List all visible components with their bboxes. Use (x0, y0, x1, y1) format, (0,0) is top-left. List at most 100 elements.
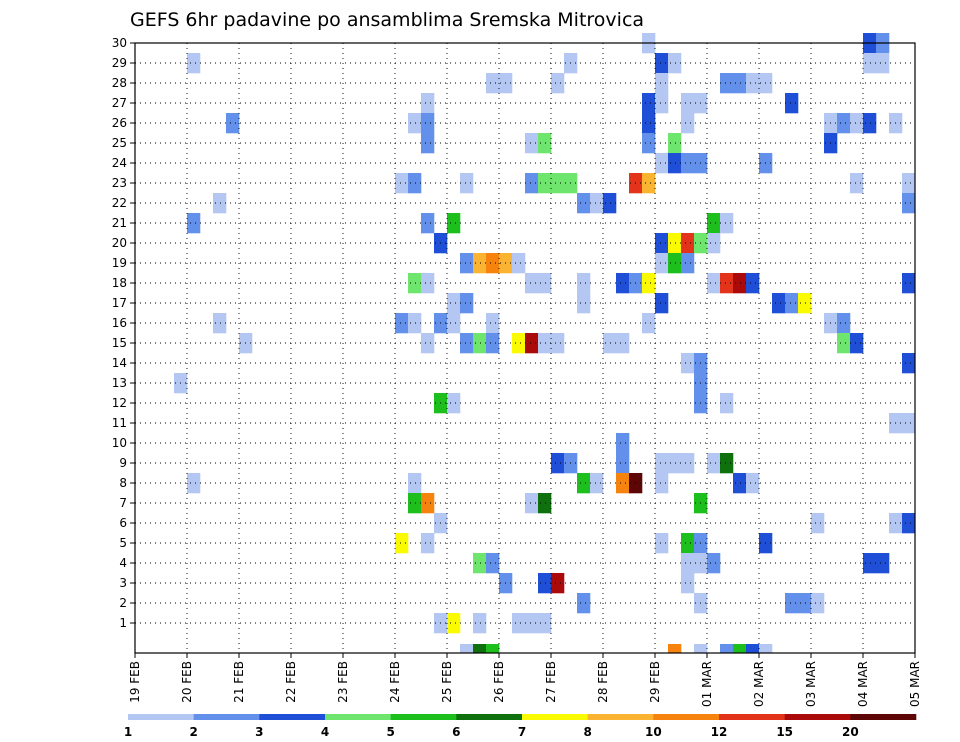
precip-cell (512, 333, 526, 354)
precip-cell (421, 113, 435, 134)
precip-cell (681, 573, 695, 594)
precip-cell (655, 453, 669, 474)
precip-cell (187, 213, 201, 234)
precip-cell (460, 644, 474, 653)
precip-cell (187, 473, 201, 494)
precip-cell (473, 553, 487, 574)
precip-cell (850, 173, 864, 194)
precip-cell (642, 273, 656, 294)
precip-cell (902, 513, 916, 534)
precip-cell (707, 453, 721, 474)
y-tick-label: 8 (119, 476, 127, 490)
precip-cell (408, 173, 422, 194)
precip-cell (668, 133, 682, 154)
precip-cell (733, 73, 747, 94)
y-tick-label: 22 (112, 196, 127, 210)
precip-cell (902, 193, 916, 214)
precip-cell (538, 173, 552, 194)
precip-cell (785, 593, 799, 614)
precip-cell (447, 213, 461, 234)
precip-cell (525, 493, 539, 514)
precip-cell (538, 333, 552, 354)
precip-cell (577, 273, 591, 294)
y-tick-label: 2 (119, 596, 127, 610)
y-axis: 1234567891011121314151617181920212223242… (112, 36, 135, 630)
colorbar-swatch (587, 714, 654, 720)
precip-cell (811, 513, 825, 534)
precip-cell (668, 453, 682, 474)
precip-cell (746, 473, 760, 494)
precip-cell (408, 113, 422, 134)
x-tick-label: 23 FEB (336, 661, 350, 703)
precip-cell (538, 133, 552, 154)
y-tick-label: 4 (119, 556, 127, 570)
colorbar-swatch (193, 714, 260, 720)
precip-cell (655, 53, 669, 74)
precip-cell (616, 453, 630, 474)
precip-cell (421, 493, 435, 514)
y-tick-label: 15 (112, 336, 127, 350)
y-tick-label: 5 (119, 536, 127, 550)
y-tick-label: 25 (112, 136, 127, 150)
x-tick-label: 04 MAR (856, 661, 870, 707)
precip-cell (681, 233, 695, 254)
colorbar-swatch (128, 714, 194, 720)
x-tick-label: 03 MAR (804, 661, 818, 707)
precip-cell (837, 113, 851, 134)
colorbar-swatch (325, 714, 391, 720)
precip-cell (525, 333, 539, 354)
precip-cell (772, 293, 786, 314)
precip-cell (551, 333, 565, 354)
precip-cell (681, 153, 695, 174)
y-tick-label: 18 (112, 276, 127, 290)
precip-cell (486, 333, 500, 354)
precip-cell (408, 493, 422, 514)
precip-cell (655, 293, 669, 314)
y-tick-label: 12 (112, 396, 127, 410)
precip-cell (421, 333, 435, 354)
precip-cell (395, 313, 409, 334)
precip-cell (395, 173, 409, 194)
precip-cell (681, 553, 695, 574)
y-tick-label: 9 (119, 456, 127, 470)
precip-cell (733, 273, 747, 294)
precip-cell (473, 253, 487, 274)
precip-cell (616, 473, 630, 494)
precip-cell (395, 533, 409, 554)
x-tick-label: 27 FEB (544, 661, 558, 703)
grid-lines (135, 42, 915, 653)
precip-cell (551, 173, 565, 194)
precip-cell (902, 273, 916, 294)
x-axis: 19 FEB 20 FEB 21 FEB 22 FEB 23 FEB 24 FEB 25 F… (128, 653, 922, 707)
precip-cell (616, 433, 630, 454)
precip-cell (759, 644, 773, 653)
precip-cell (642, 133, 656, 154)
precip-cell (538, 493, 552, 514)
x-tick-label: 28 FEB (596, 661, 610, 703)
precip-cell (525, 273, 539, 294)
precip-cell (616, 333, 630, 354)
precip-cell (551, 573, 565, 594)
precip-cell (707, 213, 721, 234)
colorbar-label: 20 (842, 725, 859, 739)
precip-cell (668, 644, 682, 653)
colorbar-swatch (390, 714, 457, 720)
precip-cell (421, 213, 435, 234)
precip-cell (733, 473, 747, 494)
x-tick-label: 02 MAR (752, 661, 766, 707)
x-tick-label: 21 FEB (232, 661, 246, 703)
precip-cell (486, 253, 500, 274)
precip-cell (512, 613, 526, 634)
colorbar-label: 7 (518, 725, 526, 739)
precip-cell (421, 273, 435, 294)
precip-cell (460, 173, 474, 194)
precip-cell (460, 293, 474, 314)
precip-cell (668, 153, 682, 174)
colorbar-label: 6 (452, 725, 460, 739)
y-tick-label: 26 (112, 116, 127, 130)
precip-cell (577, 293, 591, 314)
y-tick-label: 30 (112, 36, 127, 50)
colorbar-label: 3 (255, 725, 263, 739)
precip-cell (577, 193, 591, 214)
